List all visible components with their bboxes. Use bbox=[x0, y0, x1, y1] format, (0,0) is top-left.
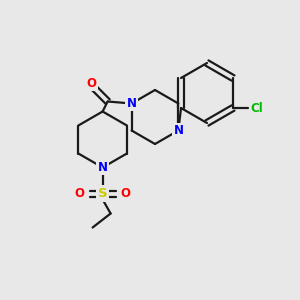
Text: N: N bbox=[127, 97, 136, 110]
Text: S: S bbox=[98, 187, 107, 200]
Text: O: O bbox=[121, 187, 130, 200]
Text: Cl: Cl bbox=[250, 101, 263, 115]
Text: N: N bbox=[173, 124, 183, 137]
Text: O: O bbox=[75, 187, 85, 200]
Text: O: O bbox=[87, 77, 97, 90]
Text: N: N bbox=[98, 161, 108, 174]
